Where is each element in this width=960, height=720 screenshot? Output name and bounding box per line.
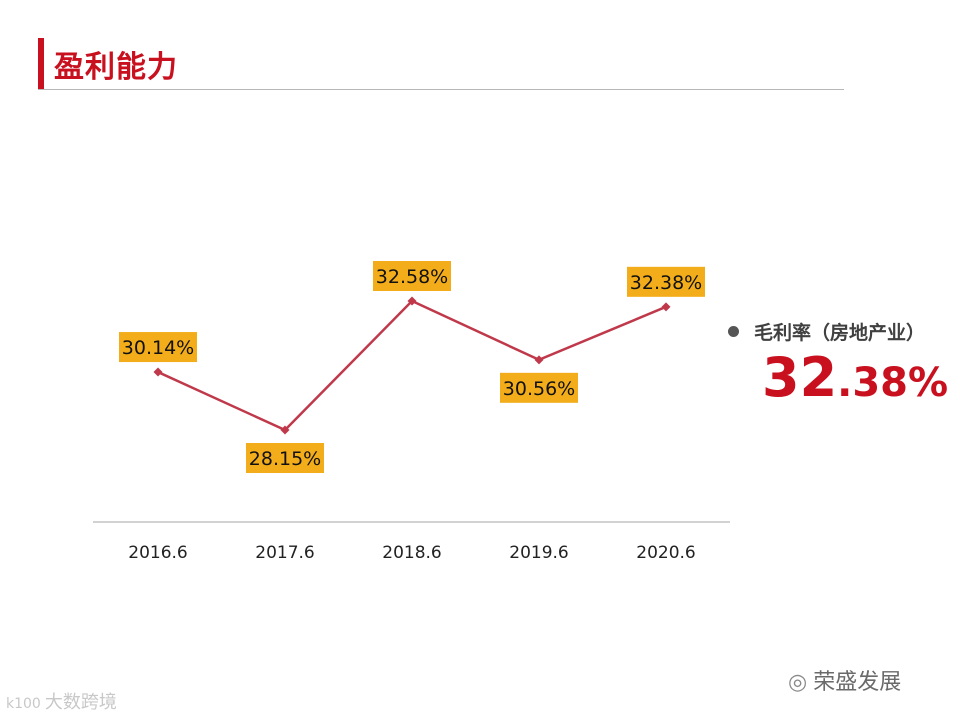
x-tick-label-2020.6: 2020.6 xyxy=(636,543,695,563)
x-tick-label-2018.6: 2018.6 xyxy=(382,543,441,563)
title-accent-bar xyxy=(38,38,44,90)
watermark-logo: k100 xyxy=(6,696,41,712)
metric-label: 毛利率（房地产业） xyxy=(754,322,926,344)
data-label-box xyxy=(500,372,578,403)
data-point-2018.6 xyxy=(407,296,417,306)
watermark-right-text: 荣盛发展 xyxy=(813,670,902,695)
data-point-2016.6 xyxy=(153,367,163,377)
page-title: 盈利能力 xyxy=(54,50,178,85)
data-label-2019.6: 30.56% xyxy=(500,372,578,403)
data-label-text: 30.56% xyxy=(503,378,575,400)
watermark-right: ◎ 荣盛发展 xyxy=(788,664,901,696)
data-label-box xyxy=(246,443,324,473)
data-label-2016.6: 30.14% xyxy=(119,332,197,363)
data-label-text: 32.38% xyxy=(630,272,702,294)
metric-value-decimal: .38% xyxy=(837,360,949,406)
data-label-box xyxy=(373,261,451,291)
wechat-icon: ◎ xyxy=(788,670,808,695)
data-label-2018.6: 32.58% xyxy=(373,261,451,291)
x-tick-label-2019.6: 2019.6 xyxy=(509,543,568,563)
data-label-2020.6: 32.38% xyxy=(627,266,705,297)
data-label-2017.6: 28.15% xyxy=(246,443,324,473)
data-point-2020.6 xyxy=(661,302,671,312)
bullet-icon xyxy=(728,326,739,337)
watermark-left-text: 大数跨境 xyxy=(44,692,117,713)
metric-value-integer: 32 xyxy=(762,346,838,409)
data-label-box xyxy=(627,266,705,297)
data-label-text: 32.58% xyxy=(376,266,448,288)
title-divider xyxy=(38,89,844,90)
data-point-2017.6 xyxy=(280,425,290,435)
watermark-left: k100 大数跨境 xyxy=(6,688,117,714)
metric-value: 32.38% xyxy=(762,346,948,409)
x-tick-label-2016.6: 2016.6 xyxy=(128,543,187,563)
data-label-box xyxy=(119,332,197,363)
data-label-text: 30.14% xyxy=(122,337,194,359)
data-label-text: 28.15% xyxy=(249,448,321,470)
series-line xyxy=(157,299,667,432)
data-point-2019.6 xyxy=(534,355,544,365)
x-tick-label-2017.6: 2017.6 xyxy=(255,543,314,563)
